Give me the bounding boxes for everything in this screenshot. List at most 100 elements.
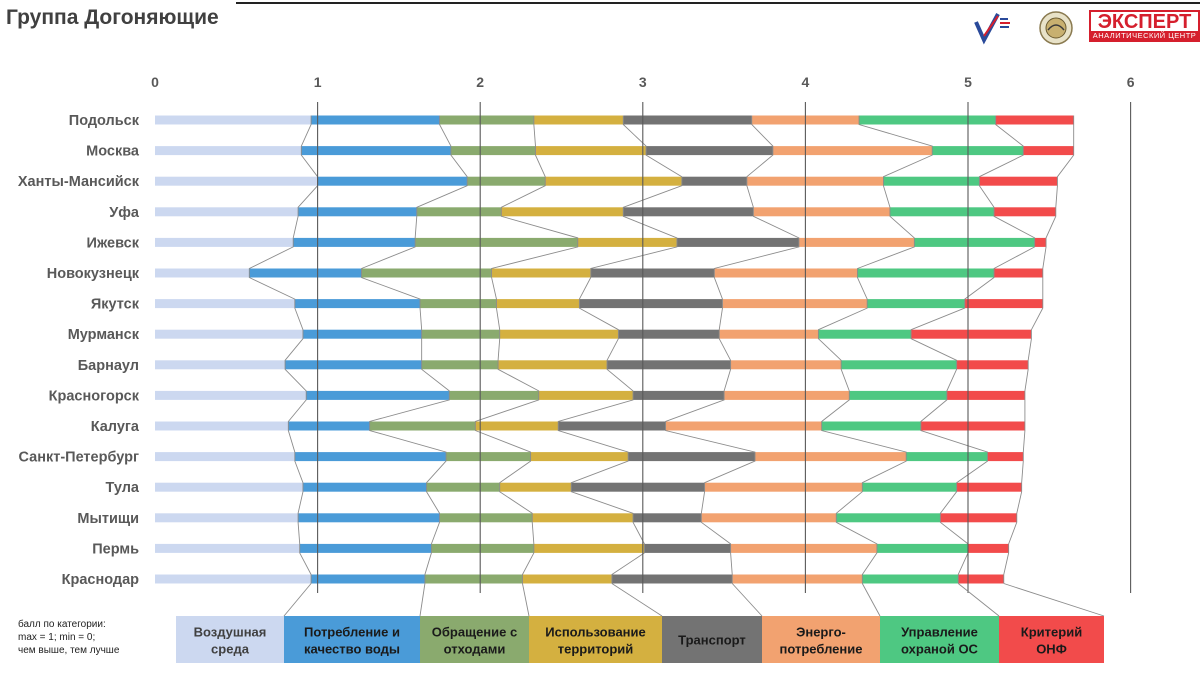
bar-segment <box>538 390 634 400</box>
bar-segment <box>753 207 890 217</box>
legend-label: территорий <box>558 642 634 657</box>
x-tick-label: 3 <box>639 74 647 90</box>
bar-segment <box>958 574 1004 584</box>
row-label: Барнаул <box>78 358 139 374</box>
legend-swatch <box>176 616 284 663</box>
legend-label: Энерго- <box>796 625 846 640</box>
legend-swatch <box>762 616 880 663</box>
row-label: Тула <box>106 480 140 496</box>
bar-segment <box>618 329 720 339</box>
bar-segment <box>439 115 534 125</box>
bar-segment <box>611 574 733 584</box>
legend-connector <box>861 583 881 617</box>
bar-segment <box>906 452 988 462</box>
legend-label: среда <box>211 642 250 657</box>
bar-segment <box>249 268 362 278</box>
bar-segment <box>545 176 682 186</box>
bar-segment <box>155 299 295 309</box>
bar-segment <box>876 543 968 553</box>
bar-segment <box>446 452 531 462</box>
bar-segment <box>426 482 500 492</box>
legend-connector <box>419 583 426 617</box>
bar-segment <box>302 482 427 492</box>
bar-segment <box>995 115 1074 125</box>
bar-segment <box>155 452 295 462</box>
note-line-3: чем выше, тем лучше <box>18 645 120 656</box>
bar-segment <box>298 513 440 523</box>
series-connector <box>1003 115 1075 584</box>
row-label: Калуга <box>91 419 140 435</box>
bar-segment <box>361 268 492 278</box>
legend-label: Транспорт <box>678 633 746 648</box>
bar-segment <box>889 207 995 217</box>
row-label: Краснодар <box>62 572 140 588</box>
bar-segment <box>862 574 959 584</box>
bar-segment <box>450 146 536 156</box>
bar-segment <box>533 115 624 125</box>
bar-segment <box>956 360 1029 370</box>
series-connector <box>248 115 319 584</box>
bar-segment <box>646 146 773 156</box>
bar-segment <box>155 329 303 339</box>
bar-segment <box>449 390 539 400</box>
legend-connector <box>957 583 1000 617</box>
legend-connector <box>522 583 530 617</box>
x-tick-label: 5 <box>964 74 972 90</box>
bar-segment <box>424 574 523 584</box>
legend-label: Управление <box>901 625 978 640</box>
bar-segment <box>155 574 312 584</box>
bar-segment <box>724 390 850 400</box>
bar-segment <box>730 360 842 370</box>
bar-segment <box>421 329 500 339</box>
bar-segment <box>298 207 417 217</box>
bar-segment <box>920 421 1025 431</box>
top-rule <box>236 2 1200 4</box>
legend-connector <box>1003 583 1105 617</box>
bar-segment <box>155 207 299 217</box>
bar-segment <box>299 543 432 553</box>
row-label: Пермь <box>92 541 139 557</box>
bar-segment <box>155 390 307 400</box>
row-label: Красногорск <box>49 388 140 404</box>
bar-segment <box>857 268 995 278</box>
legend-label: Критерий <box>1021 625 1082 640</box>
bar-segment <box>431 543 534 553</box>
note-line-1: балл по категории: <box>18 619 106 630</box>
bar-segment <box>530 452 629 462</box>
row-label: Ижевск <box>87 235 140 251</box>
row-label: Ханты-Мансийск <box>18 174 140 190</box>
bar-segment <box>772 146 933 156</box>
bar-segment <box>571 482 705 492</box>
bar-segment <box>732 574 863 584</box>
expert-logo: ЭКСПЕРТ АНАЛИТИЧЕСКИЙ ЦЕНТР <box>1089 10 1200 42</box>
scoring-note: балл по категории: max = 1; min = 0; чем… <box>18 618 168 657</box>
bar-segment <box>849 390 947 400</box>
bar-segment <box>155 482 303 492</box>
row-label: Новокузнецк <box>47 266 140 282</box>
bar-segment <box>501 207 624 217</box>
row-label: Якутск <box>91 297 140 313</box>
legend-label: Воздушная <box>194 625 267 640</box>
bar-segment <box>294 452 447 462</box>
bar-segment <box>579 299 723 309</box>
x-tick-label: 0 <box>151 74 159 90</box>
series-connector <box>910 115 1036 584</box>
x-tick-label: 6 <box>1127 74 1135 90</box>
bar-segment <box>311 115 440 125</box>
bar-segment <box>714 268 858 278</box>
bar-segment <box>499 329 619 339</box>
bar-segment <box>914 237 1035 247</box>
row-label: Мытищи <box>77 511 139 527</box>
bar-segment <box>633 513 702 523</box>
bar-segment <box>987 452 1024 462</box>
bar-segment <box>841 360 957 370</box>
bar-segment <box>369 421 476 431</box>
bar-segment <box>746 176 884 186</box>
bar-segment <box>730 543 877 553</box>
legend-swatch <box>420 616 529 663</box>
legend-label: качество воды <box>304 642 400 657</box>
bar-segment <box>719 329 819 339</box>
expert-logo-subtitle: АНАЛИТИЧЕСКИЙ ЦЕНТР <box>1091 31 1198 40</box>
bar-segment <box>155 176 318 186</box>
bar-segment <box>644 543 731 553</box>
